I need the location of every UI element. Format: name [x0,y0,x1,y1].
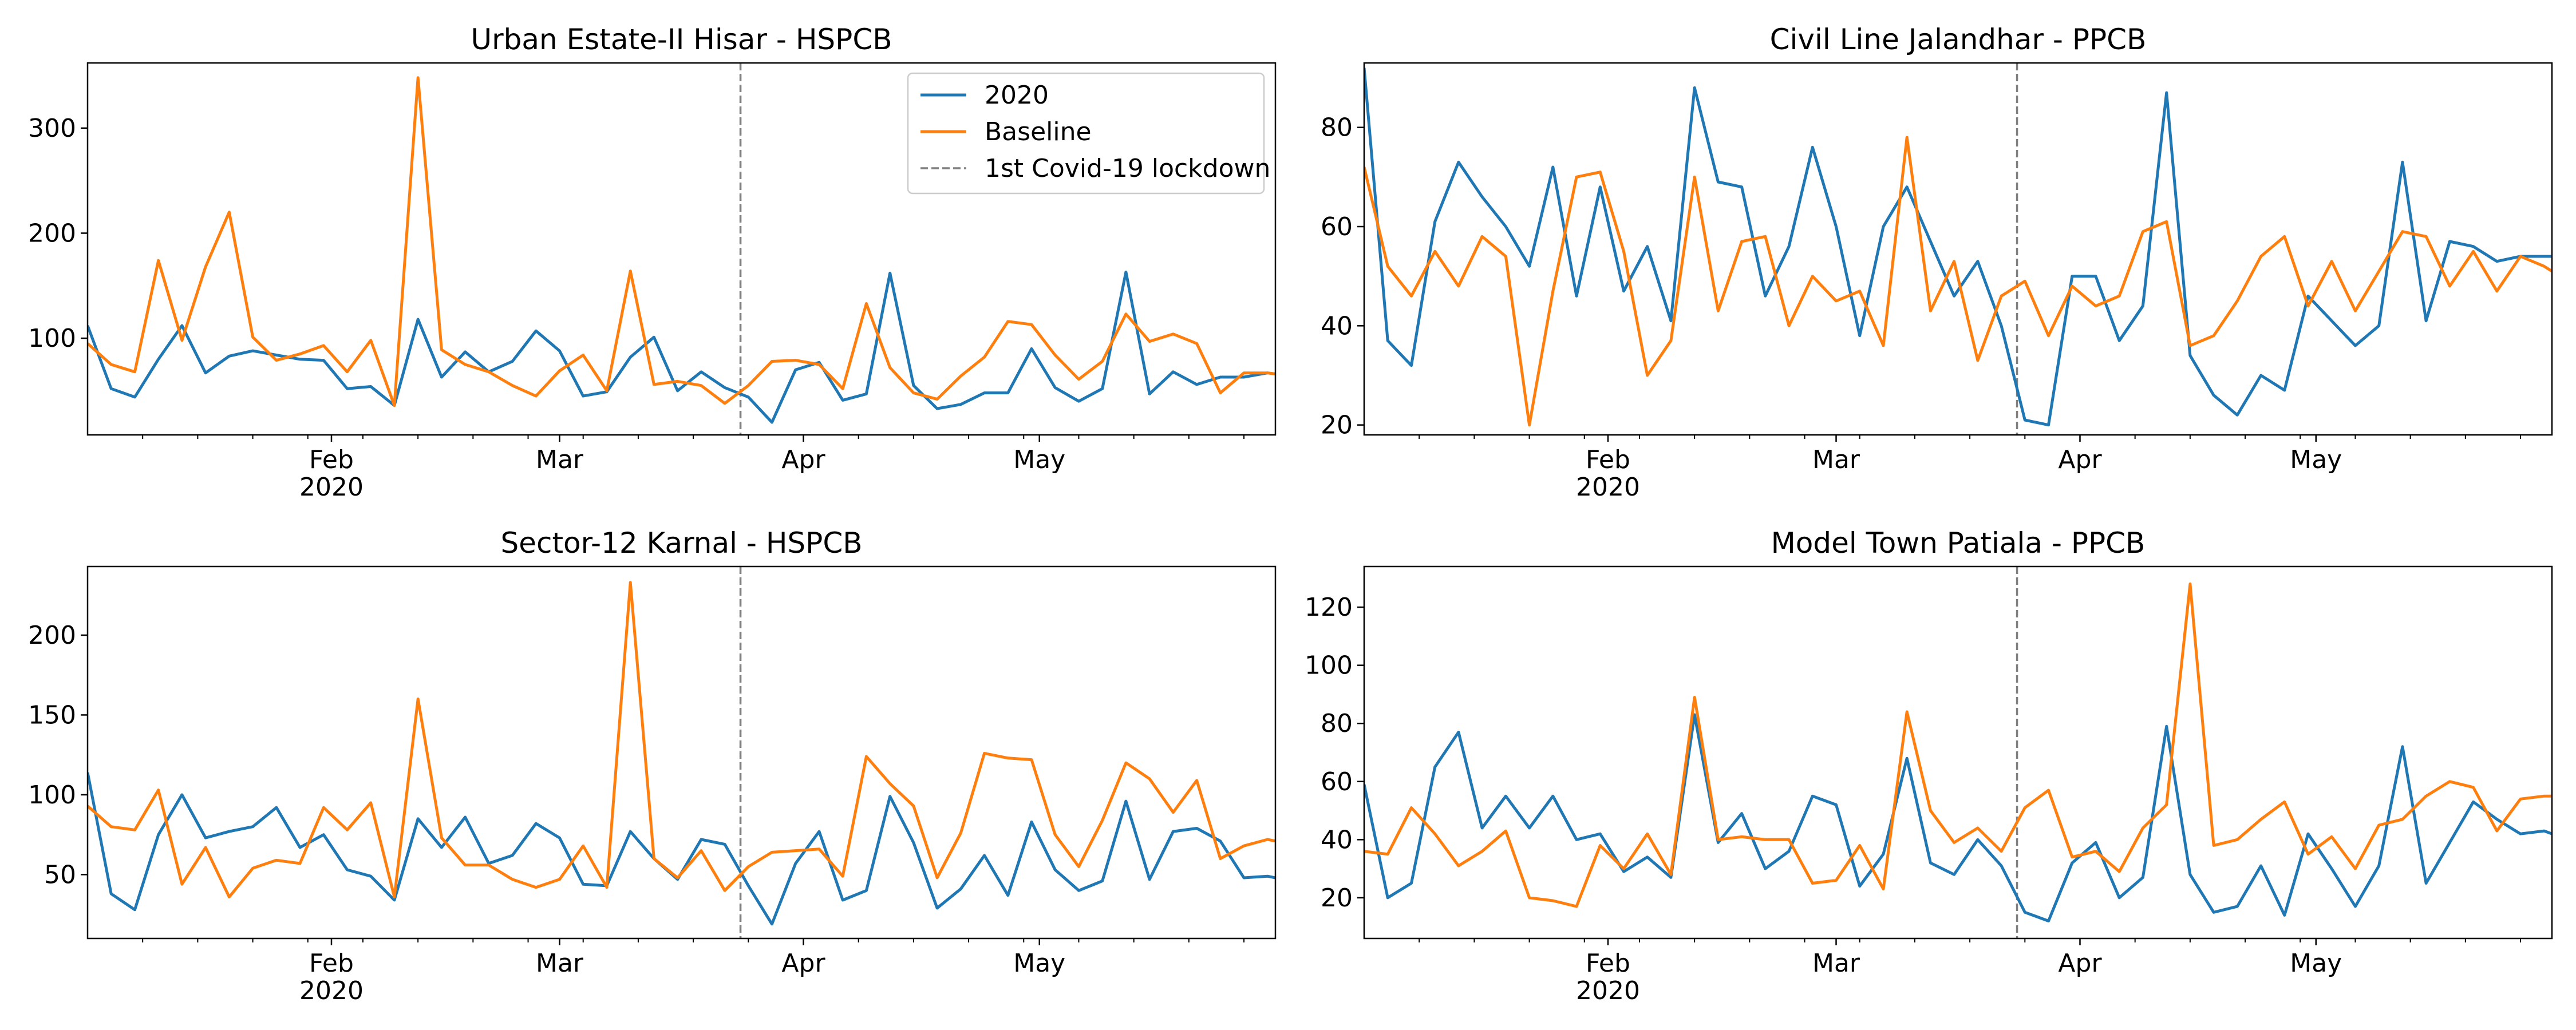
plot-frame [86,565,1277,940]
y-tick-label: 50 [44,860,76,889]
chart-title: Urban Estate-II Hisar - HSPCB [471,23,892,56]
y-tick-label: 300 [28,114,76,143]
x-tick-year-label: 2020 [1576,976,1640,1005]
x-tick-year-label: 2020 [1576,473,1640,502]
legend-label: 2020 [985,81,1049,110]
chart-panel: Civil Line Jalandhar - PPCB 20 40 60 80 Feb20… [1321,23,2553,502]
x-tick-label: Mar [1812,949,1860,978]
y-tick-label: 200 [28,621,76,650]
x-tick-year-label: 2020 [299,976,364,1005]
x-tick-label: Mar [536,949,584,978]
x-tick-label: Mar [536,445,584,474]
plot-frame [86,62,1277,436]
y-tick-label: 20 [1321,884,1353,913]
x-tick-label: Apr [781,949,825,978]
x-tick-label: May [2290,949,2342,978]
plot-frame [1363,565,2553,940]
x-tick-label: Apr [781,445,825,474]
series-line-2020 [1364,713,2552,922]
series-group [88,581,1275,926]
series-group [1364,583,2552,922]
x-tick-label: May [1013,949,1065,978]
x-tick-label: Apr [2058,445,2102,474]
y-tick-label: 150 [28,700,76,730]
series-line-baseline [88,581,1275,898]
y-tick-label: 100 [28,324,76,353]
x-tick-label: Feb [1586,949,1630,978]
y-tick-label: 120 [1305,593,1353,622]
x-tick-label: Feb [309,445,354,474]
x-tick-year-label: 2020 [299,473,364,502]
legend: 2020 Baseline 1st Covid-19 lockdown [907,72,1270,195]
y-tick-label: 200 [28,219,76,248]
legend-label: Baseline [985,117,1092,146]
chart-title: Civil Line Jalandhar - PPCB [1770,23,2147,56]
y-tick-label: 100 [1305,651,1353,680]
legend-box [907,72,1265,195]
x-tick-label: Feb [309,949,354,978]
y-tick-label: 80 [1321,113,1353,142]
y-tick-label: 40 [1321,311,1353,340]
chart-panel: Model Town Patiala - PPCB 20 40 60 80 100 120 F… [1305,526,2553,1005]
x-tick-label: Feb [1586,445,1630,474]
panels: Urban Estate-II Hisar - HSPCB 100 200 300 Fe… [28,23,2553,1005]
chart-panel: Sector-12 Karnal - HSPCB 50 100 150 200 Feb20… [28,526,1277,1005]
series-line-baseline [1364,136,2552,427]
plot-frame [1363,62,2553,436]
y-tick-label: 100 [28,781,76,810]
x-tick-label: Apr [2058,949,2102,978]
y-tick-label: 80 [1321,709,1353,738]
legend-label: 1st Covid-19 lockdown [985,154,1270,183]
series-group [88,76,1275,424]
y-tick-label: 20 [1321,411,1353,440]
series-line-baseline [1364,583,2552,908]
y-tick-label: 60 [1321,767,1353,797]
series-line-2020 [88,772,1275,926]
chart-title: Model Town Patiala - PPCB [1771,526,2146,560]
chart-panel: Urban Estate-II Hisar - HSPCB 100 200 300 Fe… [28,23,1277,502]
x-tick-label: May [1013,445,1065,474]
x-tick-label: May [2290,445,2342,474]
y-tick-label: 60 [1321,212,1353,241]
series-group [1364,68,2552,427]
y-tick-label: 40 [1321,825,1353,854]
chart-title: Sector-12 Karnal - HSPCB [500,526,862,560]
x-tick-label: Mar [1812,445,1860,474]
series-line-baseline [88,76,1275,407]
